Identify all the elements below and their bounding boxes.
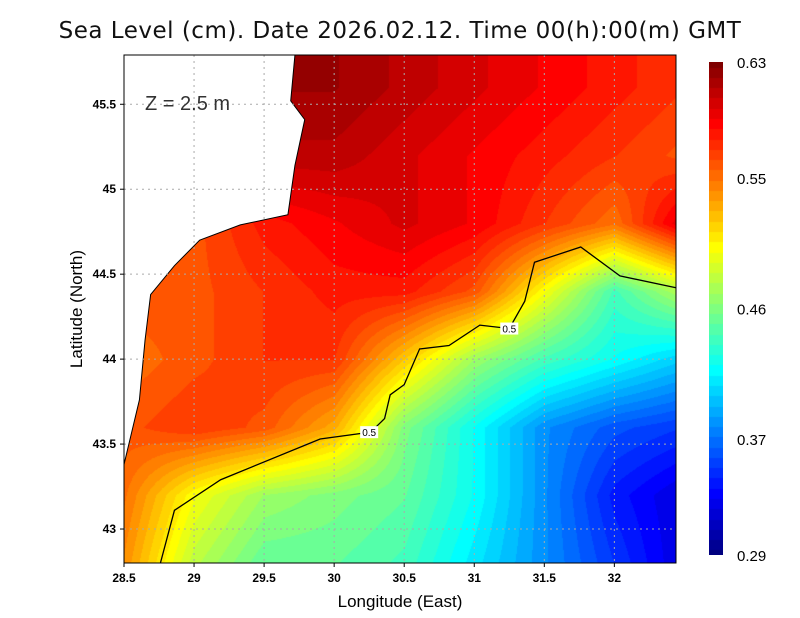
contour-layer: 0.5 0.5 [159,246,677,564]
y-tick-label: 45 [103,182,117,196]
contour-line-0.5 [159,246,677,564]
colorbar-gradient [709,62,723,555]
grid-lines [124,55,676,563]
y-tick-label: 43.5 [93,437,117,451]
contour-label: 0.5 [502,325,516,336]
y-axis-label: Latitude (North) [67,250,86,368]
colorbar-tick-label: 0.37 [737,432,766,449]
colorbar-tick-label: 0.63 [737,55,766,72]
x-tick-label: 28.5 [112,571,136,585]
y-tick-label: 43 [103,522,117,536]
x-tick-label: 31 [468,571,482,585]
coastline [123,54,306,465]
depth-annotation: Z = 2.5 m [145,93,230,115]
x-axis-label: Longitude (East) [338,592,463,611]
y-tick-label: 44.5 [93,267,117,281]
contour-label-bg [360,426,379,439]
x-tick-label: 32 [608,571,622,585]
x-tick-label: 29 [187,571,201,585]
x-tick-label: 30.5 [393,571,417,585]
colorbar-tick-label: 0.29 [737,548,766,565]
colorbar-tick-label: 0.55 [737,171,766,188]
x-tick-label: 30 [327,571,341,585]
axes: 28.5 29 29.5 30 30.5 31 31.5 32 43 43.5 44 44.5 45 45… [93,97,622,585]
colorbar-ticks: 0.63 0.55 0.46 0.37 0.29 [737,55,766,565]
contour-label-bg [500,322,519,335]
chart-title: Sea Level (cm). Date 2026.02.12. Time 00… [58,18,742,44]
y-tick-label: 44 [103,352,117,366]
colorbar-tick-label: 0.46 [737,302,766,319]
land-layer [123,54,306,465]
land-area [124,55,305,465]
contour-label: 0.5 [362,428,376,439]
plot-frame [123,54,677,564]
x-tick-label: 29.5 [252,571,276,585]
y-tick-label: 45.5 [93,97,117,111]
x-tick-label: 31.5 [533,571,557,585]
